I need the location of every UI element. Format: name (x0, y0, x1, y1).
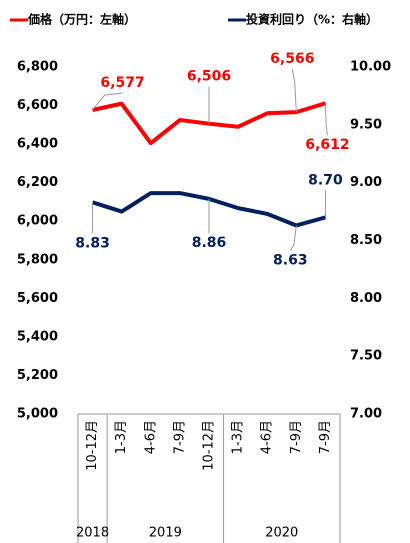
y-tick-label: 5,400 (17, 329, 58, 344)
y2-tick-label: 8.50 (350, 233, 382, 248)
data-label: 6,577 (100, 75, 144, 91)
data-label: 8.86 (192, 235, 227, 251)
y-tick-label: 6,400 (17, 137, 58, 152)
y-tick-label: 6,800 (17, 60, 58, 75)
leader-line (324, 103, 328, 136)
x-tick-label: 7-9月 (318, 420, 333, 454)
y2-tick-label: 7.50 (350, 349, 382, 364)
y-tick-label: 5,200 (17, 368, 58, 383)
x-tick-label: 1-3月 (114, 420, 129, 454)
data-label: 6,566 (270, 51, 314, 67)
data-label: 8.70 (308, 172, 343, 188)
x-tick-label: 10-12月 (202, 420, 217, 471)
x-tick-label: 10-12月 (85, 420, 100, 471)
x-tick-label: 4-6月 (260, 420, 275, 454)
y2-tick-label: 8.00 (350, 291, 382, 306)
x-tick-label: 7-9月 (289, 420, 304, 454)
leader-line (289, 225, 297, 251)
data-label: 6,612 (305, 137, 349, 153)
legend-label: 投資利回り（%：右軸） (246, 12, 378, 27)
y-tick-label: 5,600 (17, 291, 58, 306)
y-tick-label: 6,000 (17, 214, 58, 229)
y2-tick-label: 7.00 (350, 407, 382, 422)
y2-tick-label: 9.50 (350, 117, 382, 132)
legend-label: 価格（万円：左軸） (27, 12, 136, 27)
y-tick-label: 5,800 (17, 252, 58, 267)
y2-tick-label: 9.00 (350, 175, 382, 190)
y-tick-label: 6,600 (17, 98, 58, 113)
data-label: 8.83 (75, 235, 110, 251)
y-tick-label: 6,200 (17, 175, 58, 190)
data-label: 6,506 (187, 69, 231, 85)
x-tick-label: 7-9月 (172, 420, 187, 454)
group-label: 2018 (76, 526, 109, 541)
leader-line (92, 92, 123, 111)
data-label: 8.63 (273, 252, 308, 268)
leader-line (291, 69, 297, 113)
x-tick-label: 1-3月 (231, 420, 246, 454)
x-tick-label: 4-6月 (143, 420, 158, 454)
y-tick-label: 5,000 (17, 407, 58, 422)
group-label: 2019 (149, 526, 182, 541)
group-label: 2020 (265, 526, 298, 541)
y2-tick-label: 10.00 (350, 60, 391, 75)
